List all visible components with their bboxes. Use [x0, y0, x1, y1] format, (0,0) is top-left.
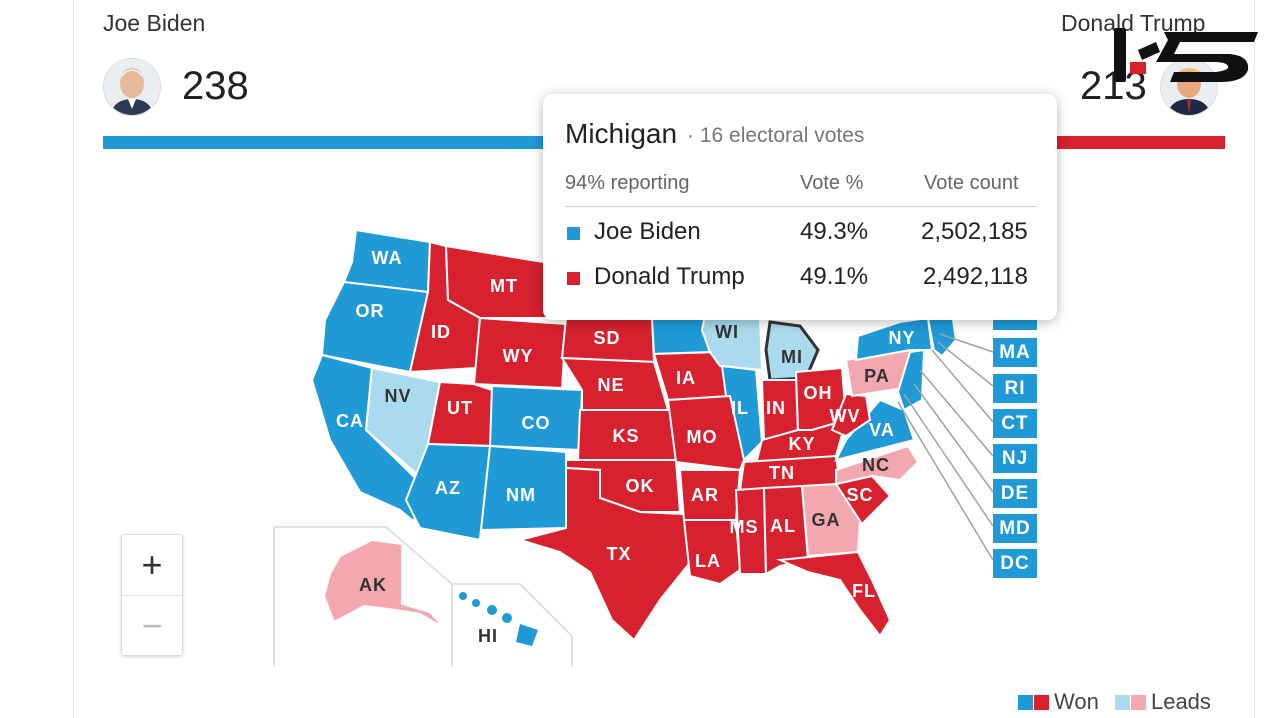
tooltip-state-name: Michigan: [565, 118, 678, 149]
state-az[interactable]: [404, 442, 492, 542]
label-ak: AK: [359, 575, 387, 595]
label-nc: NC: [862, 455, 890, 475]
label-al: AL: [770, 516, 796, 536]
label-nm: NM: [506, 485, 536, 505]
small-state-ri[interactable]: RI: [993, 374, 1037, 403]
tooltip-candidate-name: Donald Trump: [594, 263, 745, 290]
small-state-de[interactable]: DE: [993, 479, 1037, 508]
label-il: IL: [731, 398, 749, 418]
tooltip-vote-count: 2,502,185: [921, 218, 1028, 245]
label-ok: OK: [626, 476, 655, 496]
tooltip-reporting: 94% reporting: [565, 172, 690, 194]
label-id: ID: [431, 322, 451, 342]
label-la: LA: [695, 551, 721, 571]
legend-won-label: Won: [1054, 689, 1099, 715]
label-sd: SD: [593, 328, 620, 348]
biden-progress-bar: [103, 136, 663, 149]
panel-border-left: [73, 0, 74, 718]
tooltip-electoral-votes: · 16 electoral votes: [687, 124, 865, 147]
tooltip-col-vote-pct: Vote %: [800, 172, 864, 194]
small-state-ma[interactable]: MA: [993, 338, 1037, 367]
label-ny: NY: [888, 328, 915, 348]
state-wv[interactable]: [830, 392, 872, 438]
label-mi: MI: [781, 347, 803, 367]
small-state-ct[interactable]: CT: [993, 409, 1037, 438]
label-mt: MT: [490, 276, 518, 296]
label-nv: NV: [384, 386, 411, 406]
label-ia: IA: [676, 368, 696, 388]
label-sc: SC: [846, 485, 873, 505]
panel-border-right: [1254, 0, 1255, 718]
tooltip-vote-pct: 49.3%: [800, 218, 869, 245]
biden-avatar: [103, 58, 161, 116]
label-pa: PA: [864, 366, 890, 386]
label-oh: OH: [804, 383, 833, 403]
label-wy: WY: [503, 346, 534, 366]
hawaii-inset-frame: [452, 583, 573, 666]
legend-dem-won-swatch: [1018, 694, 1033, 710]
tooltip-row-biden: Joe Biden 49.3% 2,502,185: [543, 214, 1057, 254]
label-ut: UT: [447, 398, 473, 418]
state-va[interactable]: [834, 398, 916, 462]
tooltip-col-vote-count: Vote count: [924, 172, 1019, 194]
label-wv: WV: [830, 406, 861, 426]
tooltip-row-trump: Donald Trump 49.1% 2,492,118: [543, 259, 1057, 299]
state-ga[interactable]: [800, 482, 862, 558]
zoom-out-button[interactable]: −: [122, 595, 182, 656]
legend-rep-leads-swatch: [1130, 694, 1146, 710]
tooltip-vote-count: 2,492,118: [923, 263, 1028, 290]
label-wi: WI: [715, 322, 739, 342]
label-ky: KY: [788, 434, 815, 454]
small-state-nj[interactable]: NJ: [993, 444, 1037, 473]
small-state-dc[interactable]: DC: [993, 549, 1037, 578]
zoom-in-button[interactable]: +: [141, 544, 163, 585]
trump-name: Donald Trump: [1061, 10, 1206, 36]
state-nm[interactable]: [479, 444, 567, 541]
label-ga: GA: [812, 510, 841, 530]
label-mo: MO: [687, 427, 718, 447]
label-va: VA: [869, 420, 895, 440]
biden-name: Joe Biden: [103, 10, 206, 36]
state-fl[interactable]: [776, 550, 892, 638]
tooltip-divider: [565, 206, 1037, 207]
label-fl: FL: [852, 581, 876, 601]
state-tx[interactable]: [516, 466, 694, 642]
state-nc[interactable]: [835, 444, 920, 486]
biden-electoral-votes: 238: [182, 64, 249, 108]
label-tn: TN: [769, 463, 795, 483]
alaska-inset-frame: [273, 526, 453, 666]
map-legend: Won Leads: [1018, 688, 1221, 716]
biden-color-swatch: [567, 227, 580, 240]
tooltip-vote-pct: 49.1%: [800, 263, 869, 290]
label-co: CO: [522, 413, 551, 433]
zoom-control: + −: [121, 534, 183, 656]
label-tx: TX: [606, 544, 631, 564]
label-ks: KS: [612, 426, 639, 446]
tooltip-candidate-name: Joe Biden: [594, 218, 701, 245]
state-mo[interactable]: [666, 394, 746, 472]
small-state-md[interactable]: MD: [993, 514, 1037, 543]
label-ms: MS: [730, 517, 759, 537]
legend-rep-won-swatch: [1034, 694, 1049, 710]
label-wa: WA: [372, 248, 403, 268]
legend-dem-leads-swatch: [1114, 694, 1130, 710]
legend-leads-label: Leads: [1150, 689, 1211, 715]
small-state-connectors: [897, 333, 994, 561]
label-ca: CA: [336, 411, 364, 431]
label-az: AZ: [435, 478, 461, 498]
state-wy[interactable]: [472, 316, 568, 390]
state-tooltip: Michigan · 16 electoral votes 94% report…: [543, 94, 1057, 320]
state-or[interactable]: [320, 280, 430, 374]
state-hi[interactable]: [459, 592, 538, 646]
label-in: IN: [766, 398, 786, 418]
state-ak[interactable]: [322, 538, 445, 629]
watermark-logo: [1114, 28, 1258, 82]
label-ne: NE: [597, 375, 624, 395]
label-or: OR: [356, 301, 385, 321]
state-la[interactable]: [682, 519, 742, 586]
label-ar: AR: [691, 485, 719, 505]
trump-color-swatch: [567, 272, 580, 285]
label-hi: HI: [478, 626, 498, 646]
